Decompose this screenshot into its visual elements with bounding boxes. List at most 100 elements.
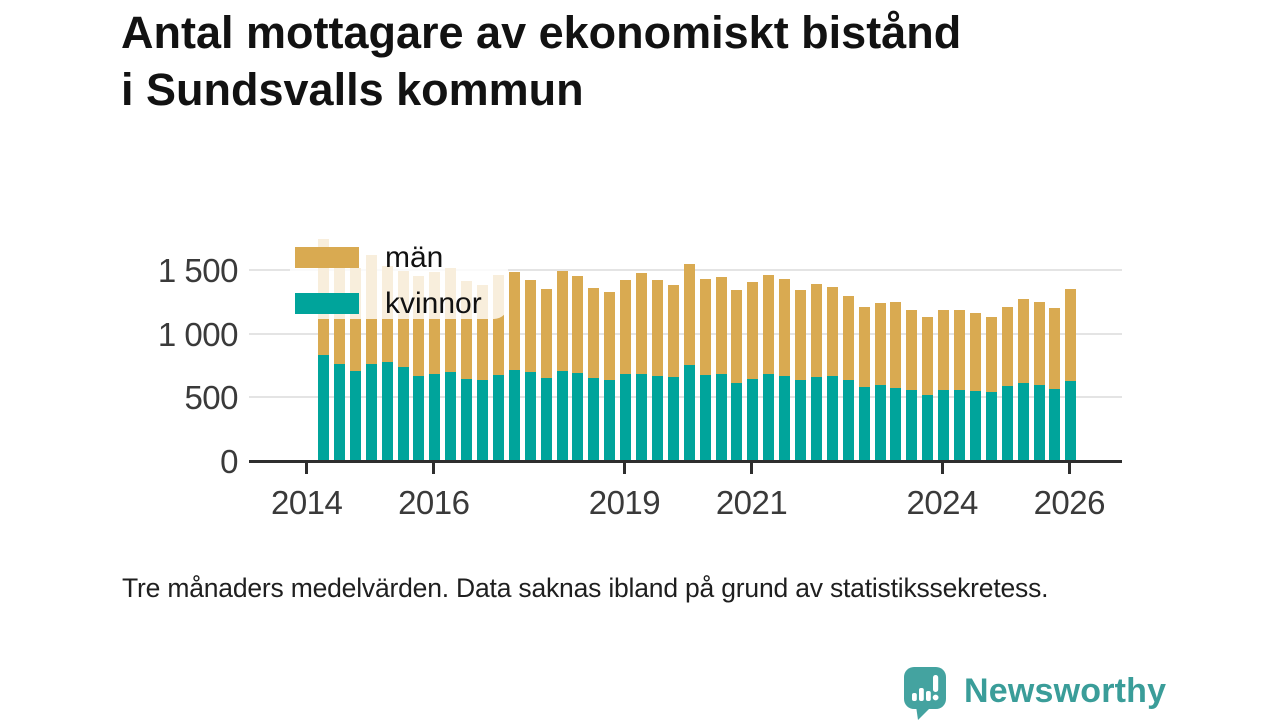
brand-name: Newsworthy bbox=[964, 672, 1167, 710]
bar-segment-kvinnor bbox=[349, 371, 361, 460]
chart-title-line1: Antal mottagare av ekonomiskt bistånd bbox=[121, 7, 962, 58]
chart-title: Antal mottagare av ekonomiskt bistånd i … bbox=[121, 4, 961, 118]
bar-segment-kvinnor bbox=[651, 375, 663, 460]
bar-series-container bbox=[318, 229, 1090, 460]
bar-segment-man bbox=[906, 309, 918, 390]
bar-segment-man bbox=[747, 281, 759, 379]
bar-segment-man bbox=[540, 289, 552, 379]
bar-group bbox=[1001, 307, 1013, 460]
x-tick-label: 2021 bbox=[715, 484, 788, 521]
bar-segment-kvinnor bbox=[747, 378, 759, 460]
bar-group bbox=[1017, 298, 1029, 460]
bar-group bbox=[969, 313, 981, 460]
bar-segment-man bbox=[588, 287, 600, 379]
bar-segment-man bbox=[810, 284, 822, 377]
bar-segment-kvinnor bbox=[1049, 388, 1061, 460]
bar-segment-man bbox=[1001, 307, 1013, 386]
bar-segment-man bbox=[445, 268, 457, 373]
bar-segment-kvinnor bbox=[381, 362, 393, 460]
bar-group bbox=[477, 285, 488, 460]
legend: män kvinnor bbox=[290, 222, 508, 319]
bar-segment-man bbox=[954, 310, 965, 391]
x-tick-label: 2016 bbox=[398, 484, 470, 521]
bar-segment-kvinnor bbox=[699, 374, 711, 460]
bar-segment-kvinnor bbox=[524, 372, 536, 460]
bar-segment-kvinnor bbox=[445, 372, 457, 460]
bar-segment-kvinnor bbox=[318, 355, 329, 460]
x-tick bbox=[1067, 463, 1071, 474]
bar-segment-kvinnor bbox=[763, 374, 775, 460]
bar-group bbox=[667, 285, 679, 460]
x-tick bbox=[750, 463, 754, 474]
bar-segment-man bbox=[477, 285, 488, 380]
bar-segment-kvinnor bbox=[842, 380, 854, 460]
bar-group bbox=[1065, 289, 1077, 460]
bar-segment-kvinnor bbox=[620, 374, 632, 460]
bar-segment-kvinnor bbox=[461, 378, 473, 460]
bar-group bbox=[651, 279, 663, 460]
bar-segment-man bbox=[731, 290, 743, 383]
bar-segment-man bbox=[779, 279, 791, 376]
bar-segment-kvinnor bbox=[779, 375, 791, 460]
legend-swatch-kvinnor bbox=[295, 293, 359, 314]
bar-segment-man bbox=[651, 279, 663, 376]
bar-segment-man bbox=[763, 274, 775, 375]
x-tick bbox=[305, 463, 309, 474]
bar-group bbox=[842, 295, 854, 460]
bar-segment-man bbox=[604, 292, 616, 380]
bar-segment-man bbox=[461, 280, 473, 379]
bar-segment-kvinnor bbox=[731, 382, 743, 460]
bar-segment-man bbox=[795, 289, 806, 380]
bar-group bbox=[524, 280, 536, 460]
bar-group bbox=[588, 287, 600, 460]
bar-segment-kvinnor bbox=[413, 375, 425, 460]
bar-segment-man bbox=[1065, 289, 1077, 382]
x-tick bbox=[432, 463, 436, 474]
bar-group bbox=[397, 270, 409, 460]
bar-segment-kvinnor bbox=[556, 371, 568, 460]
bar-segment-man bbox=[922, 317, 934, 395]
bar-segment-man bbox=[572, 275, 584, 373]
bar-segment-man bbox=[683, 263, 695, 366]
bar-segment-man bbox=[349, 267, 361, 372]
chart-footnote: Tre månaders medelvärden. Data saknas ib… bbox=[122, 573, 1049, 603]
legend-item-man: män bbox=[295, 242, 508, 272]
bar-segment-man bbox=[715, 276, 727, 375]
bar-segment-man bbox=[699, 279, 711, 375]
bar-group bbox=[429, 272, 441, 460]
bar-group bbox=[699, 279, 711, 460]
bar-segment-kvinnor bbox=[922, 394, 934, 460]
bar-segment-kvinnor bbox=[667, 376, 679, 460]
bar-segment-kvinnor bbox=[826, 376, 838, 460]
bar-group bbox=[604, 292, 616, 460]
bar-segment-kvinnor bbox=[954, 390, 965, 460]
x-axis-line bbox=[249, 460, 1122, 463]
bar-group bbox=[540, 289, 552, 460]
bar-segment-man bbox=[667, 285, 679, 377]
bar-group bbox=[985, 317, 997, 460]
bar-segment-kvinnor bbox=[333, 364, 345, 460]
bar-group bbox=[938, 309, 950, 460]
bar-group bbox=[461, 280, 473, 460]
bar-group bbox=[349, 267, 361, 460]
bar-segment-man bbox=[508, 272, 520, 370]
bar-segment-man bbox=[492, 275, 504, 375]
bar-segment-kvinnor bbox=[477, 380, 488, 460]
bar-segment-man bbox=[636, 273, 647, 375]
bar-segment-man bbox=[874, 302, 886, 386]
bar-group bbox=[1033, 301, 1045, 460]
bar-segment-kvinnor bbox=[572, 373, 584, 460]
bar-segment-kvinnor bbox=[1001, 385, 1013, 460]
bar-segment-man bbox=[1017, 298, 1029, 383]
bar-segment-man bbox=[969, 313, 981, 391]
bar-group bbox=[556, 271, 568, 460]
bar-segment-man bbox=[1049, 307, 1061, 389]
bar-segment-kvinnor bbox=[969, 390, 981, 460]
brand-logo: Newsworthy bbox=[903, 666, 1166, 720]
bar-group bbox=[795, 289, 806, 460]
chart-title-line2: i Sundsvalls kommun bbox=[121, 64, 584, 115]
legend-label-man: män bbox=[385, 240, 444, 274]
y-tick-label: 1 000 bbox=[157, 315, 239, 353]
bar-segment-man bbox=[556, 271, 568, 372]
